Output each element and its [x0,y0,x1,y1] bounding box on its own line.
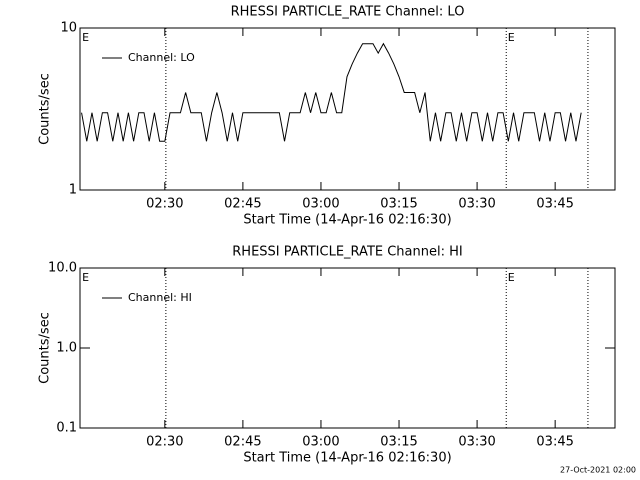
x-axis-label: Start Time (14-Apr-16 02:16:30) [243,451,451,466]
x-tick-label: 02:30 [146,197,183,212]
annotation: E [82,271,89,284]
annotation: E [82,31,89,44]
chart-title: RHESSI PARTICLE_RATE Channel: HI [232,245,462,260]
x-tick-label: 03:45 [536,435,573,450]
x-axis-label: Start Time (14-Apr-16 02:16:30) [243,213,451,228]
legend-label: Channel: LO [128,51,195,64]
footer: 27-Oct-2021 02:00 [560,466,636,475]
annotation: E [508,31,515,44]
x-tick-label: 02:45 [224,197,261,212]
y-axis-label: Counts/sec [38,312,53,384]
y-tick-label: 1 [69,183,77,198]
y-tick-label: 10.0 [48,261,77,276]
x-tick-label: 03:00 [302,197,339,212]
x-tick-label: 03:45 [536,197,573,212]
chart-title: RHESSI PARTICLE_RATE Channel: LO [231,5,465,20]
x-tick-label: 03:30 [458,197,495,212]
annotation: E [508,271,515,284]
plot-frame [79,27,616,191]
x-tick-label: 03:00 [302,435,339,450]
y-axis-label: Counts/sec [38,73,53,145]
y-tick-label: 10 [60,21,77,36]
x-tick-label: 03:15 [380,197,417,212]
x-tick-label: 03:15 [380,435,417,450]
x-tick-label: 03:30 [458,435,495,450]
x-tick-label: 02:45 [224,435,261,450]
data-line [81,42,582,142]
legend-label: Channel: HI [128,291,192,304]
y-tick-label: 1.0 [56,341,77,356]
y-tick-label: 0.1 [56,421,77,436]
x-tick-label: 02:30 [146,435,183,450]
